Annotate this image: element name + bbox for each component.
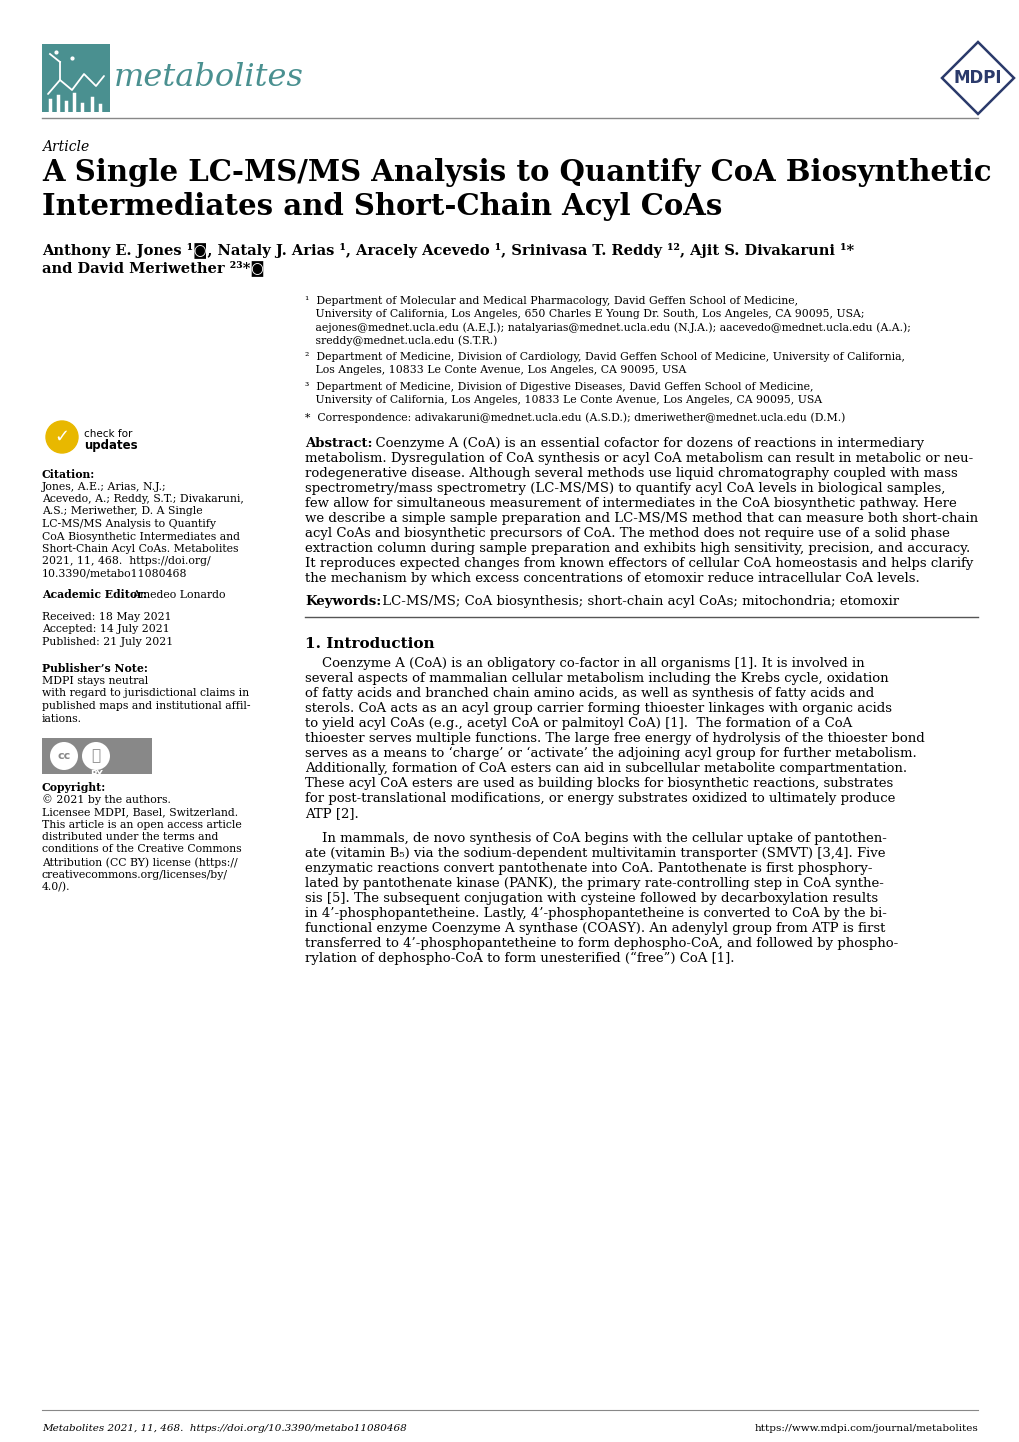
Text: Article: Article — [42, 140, 90, 154]
Text: of fatty acids and branched chain amino acids, as well as synthesis of fatty aci: of fatty acids and branched chain amino … — [305, 686, 873, 699]
Text: acyl CoAs and biosynthetic precursors of CoA. The method does not require use of: acyl CoAs and biosynthetic precursors of… — [305, 526, 949, 539]
Text: functional enzyme Coenzyme A synthase (COASY). An adenylyl group from ATP is fir: functional enzyme Coenzyme A synthase (C… — [305, 921, 884, 934]
Text: and David Meriwether ²³*◙: and David Meriwether ²³*◙ — [42, 260, 264, 275]
Text: sis [5]. The subsequent conjugation with cysteine followed by decarboxylation re: sis [5]. The subsequent conjugation with… — [305, 893, 877, 906]
Text: ATP [2].: ATP [2]. — [305, 808, 359, 820]
Text: Received: 18 May 2021: Received: 18 May 2021 — [42, 611, 171, 622]
Text: 10.3390/metabo11080468: 10.3390/metabo11080468 — [42, 570, 187, 580]
Text: distributed under the terms and: distributed under the terms and — [42, 832, 218, 842]
Text: Publisher’s Note:: Publisher’s Note: — [42, 663, 148, 675]
Text: ate (vitamin B₅) via the sodium-dependent multivitamin transporter (SMVT) [3,4].: ate (vitamin B₅) via the sodium-dependen… — [305, 846, 884, 859]
Text: *  Correspondence: adivakaruni@mednet.ucla.edu (A.S.D.); dmeriwether@mednet.ucla: * Correspondence: adivakaruni@mednet.ucl… — [305, 412, 845, 423]
Text: the mechanism by which excess concentrations of etomoxir reduce intracellular Co: the mechanism by which excess concentrat… — [305, 572, 919, 585]
Text: © 2021 by the authors.: © 2021 by the authors. — [42, 795, 171, 805]
Text: A Single LC-MS/MS Analysis to Quantify CoA Biosynthetic: A Single LC-MS/MS Analysis to Quantify C… — [42, 159, 990, 187]
Text: Coenzyme A (CoA) is an essential cofactor for dozens of reactions in intermediar: Coenzyme A (CoA) is an essential cofacto… — [367, 437, 923, 450]
Text: few allow for simultaneous measurement of intermediates in the CoA biosynthetic : few allow for simultaneous measurement o… — [305, 497, 956, 510]
Text: A.S.; Meriwether, D. A Single: A.S.; Meriwether, D. A Single — [42, 506, 203, 516]
Circle shape — [46, 421, 77, 453]
Text: Accepted: 14 July 2021: Accepted: 14 July 2021 — [42, 624, 169, 634]
Text: Anthony E. Jones ¹◙, Nataly J. Arias ¹, Aracely Acevedo ¹, Srinivasa T. Reddy ¹²: Anthony E. Jones ¹◙, Nataly J. Arias ¹, … — [42, 242, 853, 258]
Text: Amedeo Lonardo: Amedeo Lonardo — [131, 590, 225, 600]
Text: Los Angeles, 10833 Le Conte Avenue, Los Angeles, CA 90095, USA: Los Angeles, 10833 Le Conte Avenue, Los … — [305, 365, 686, 375]
Text: Keywords:: Keywords: — [305, 596, 381, 609]
Text: creativecommons.org/licenses/by/: creativecommons.org/licenses/by/ — [42, 870, 228, 880]
Text: thioester serves multiple functions. The large free energy of hydrolysis of the : thioester serves multiple functions. The… — [305, 733, 924, 746]
Text: University of California, Los Angeles, 650 Charles E Young Dr. South, Los Angele: University of California, Los Angeles, 6… — [305, 309, 864, 319]
Text: CoA Biosynthetic Intermediates and: CoA Biosynthetic Intermediates and — [42, 532, 239, 542]
Text: cc: cc — [57, 751, 70, 761]
Text: for post-translational modifications, or energy substrates oxidized to ultimatel: for post-translational modifications, or… — [305, 792, 895, 805]
Bar — [42, 738, 152, 774]
Text: BY: BY — [91, 770, 103, 779]
Text: Licensee MDPI, Basel, Switzerland.: Licensee MDPI, Basel, Switzerland. — [42, 808, 237, 818]
Text: iations.: iations. — [42, 714, 82, 724]
Text: https://www.mdpi.com/journal/metabolites: https://www.mdpi.com/journal/metabolites — [753, 1425, 977, 1433]
Bar — [42, 45, 110, 112]
Text: to yield acyl CoAs (e.g., acetyl CoA or palmitoyl CoA) [1].  The formation of a : to yield acyl CoAs (e.g., acetyl CoA or … — [305, 717, 852, 730]
Text: These acyl CoA esters are used as building blocks for biosynthetic reactions, su: These acyl CoA esters are used as buildi… — [305, 777, 893, 790]
Text: Jones, A.E.; Arias, N.J.;: Jones, A.E.; Arias, N.J.; — [42, 482, 166, 492]
Text: This article is an open access article: This article is an open access article — [42, 819, 242, 829]
Text: University of California, Los Angeles, 10833 Le Conte Avenue, Los Angeles, CA 90: University of California, Los Angeles, 1… — [305, 395, 821, 405]
Text: 2021, 11, 468.  https://doi.org/: 2021, 11, 468. https://doi.org/ — [42, 557, 210, 567]
Text: Metabolites 2021, 11, 468.  https://doi.org/10.3390/metabo11080468: Metabolites 2021, 11, 468. https://doi.o… — [42, 1425, 407, 1433]
Text: transferred to 4’-phosphopantetheine to form dephospho-CoA, and followed by phos: transferred to 4’-phosphopantetheine to … — [305, 937, 898, 950]
Text: ✓: ✓ — [54, 428, 69, 446]
Text: Short-Chain Acyl CoAs. Metabolites: Short-Chain Acyl CoAs. Metabolites — [42, 544, 238, 554]
Text: in 4’-phosphopantetheine. Lastly, 4’-phosphopantetheine is converted to CoA by t: in 4’-phosphopantetheine. Lastly, 4’-pho… — [305, 907, 886, 920]
Circle shape — [50, 743, 77, 770]
Text: check for: check for — [84, 430, 132, 438]
Circle shape — [82, 743, 110, 770]
Text: sreddy@mednet.ucla.edu (S.T.R.): sreddy@mednet.ucla.edu (S.T.R.) — [305, 335, 497, 346]
Text: ³  Department of Medicine, Division of Digestive Diseases, David Geffen School o: ³ Department of Medicine, Division of Di… — [305, 382, 813, 392]
Text: conditions of the Creative Commons: conditions of the Creative Commons — [42, 845, 242, 855]
Text: Published: 21 July 2021: Published: 21 July 2021 — [42, 637, 173, 647]
Text: updates: updates — [84, 438, 138, 451]
Text: spectrometry/mass spectrometry (LC-MS/MS) to quantify acyl CoA levels in biologi: spectrometry/mass spectrometry (LC-MS/MS… — [305, 482, 945, 495]
Text: It reproduces expected changes from known effectors of cellular CoA homeostasis : It reproduces expected changes from know… — [305, 557, 972, 570]
Text: Intermediates and Short-Chain Acyl CoAs: Intermediates and Short-Chain Acyl CoAs — [42, 192, 721, 221]
Text: LC-MS/MS; CoA biosynthesis; short-chain acyl CoAs; mitochondria; etomoxir: LC-MS/MS; CoA biosynthesis; short-chain … — [378, 596, 898, 609]
Text: 1. Introduction: 1. Introduction — [305, 637, 434, 650]
Text: LC-MS/MS Analysis to Quantify: LC-MS/MS Analysis to Quantify — [42, 519, 216, 529]
Text: Additionally, formation of CoA esters can aid in subcellular metabolite compartm: Additionally, formation of CoA esters ca… — [305, 761, 906, 774]
Text: metabolites: metabolites — [114, 62, 304, 94]
Text: we describe a simple sample preparation and LC-MS/MS method that can measure bot: we describe a simple sample preparation … — [305, 512, 977, 525]
Text: several aspects of mammalian cellular metabolism including the Krebs cycle, oxid: several aspects of mammalian cellular me… — [305, 672, 888, 685]
Text: ²  Department of Medicine, Division of Cardiology, David Geffen School of Medici: ² Department of Medicine, Division of Ca… — [305, 352, 904, 362]
Text: rylation of dephospho-CoA to form unesterified (“free”) CoA [1].: rylation of dephospho-CoA to form uneste… — [305, 952, 734, 965]
Text: metabolism. Dysregulation of CoA synthesis or acyl CoA metabolism can result in : metabolism. Dysregulation of CoA synthes… — [305, 451, 972, 464]
Text: MDPI stays neutral: MDPI stays neutral — [42, 676, 148, 686]
Text: enzymatic reactions convert pantothenate into CoA. Pantothenate is first phospho: enzymatic reactions convert pantothenate… — [305, 862, 871, 875]
Text: serves as a means to ‘charge’ or ‘activate’ the adjoining acyl group for further: serves as a means to ‘charge’ or ‘activa… — [305, 747, 916, 760]
Text: published maps and institutional affil-: published maps and institutional affil- — [42, 701, 251, 711]
Text: 4.0/).: 4.0/). — [42, 883, 70, 893]
Text: sterols. CoA acts as an acyl group carrier forming thioester linkages with organ: sterols. CoA acts as an acyl group carri… — [305, 702, 892, 715]
Text: aejones@mednet.ucla.edu (A.E.J.); natalyarias@mednet.ucla.edu (N.J.A.); aacevedo: aejones@mednet.ucla.edu (A.E.J.); nataly… — [305, 322, 910, 333]
Text: Copyright:: Copyright: — [42, 782, 106, 793]
Text: rodegenerative disease. Although several methods use liquid chromatography coupl: rodegenerative disease. Although several… — [305, 467, 957, 480]
Text: Abstract:: Abstract: — [305, 437, 372, 450]
Text: In mammals, de novo synthesis of CoA begins with the cellular uptake of pantothe: In mammals, de novo synthesis of CoA beg… — [305, 832, 886, 845]
Text: ⓑ: ⓑ — [92, 748, 101, 763]
Text: Citation:: Citation: — [42, 469, 95, 480]
Text: Acevedo, A.; Reddy, S.T.; Divakaruni,: Acevedo, A.; Reddy, S.T.; Divakaruni, — [42, 495, 244, 505]
Text: extraction column during sample preparation and exhibits high sensitivity, preci: extraction column during sample preparat… — [305, 542, 969, 555]
Text: Academic Editor:: Academic Editor: — [42, 590, 147, 600]
Text: lated by pantothenate kinase (PANK), the primary rate-controlling step in CoA sy: lated by pantothenate kinase (PANK), the… — [305, 877, 883, 890]
Text: Coenzyme A (CoA) is an obligatory co-factor in all organisms [1]. It is involved: Coenzyme A (CoA) is an obligatory co-fac… — [305, 658, 864, 671]
Text: MDPI: MDPI — [953, 69, 1002, 87]
Text: ¹  Department of Molecular and Medical Pharmacology, David Geffen School of Medi: ¹ Department of Molecular and Medical Ph… — [305, 296, 797, 306]
Text: Attribution (CC BY) license (https://: Attribution (CC BY) license (https:// — [42, 857, 237, 868]
Text: with regard to jurisdictional claims in: with regard to jurisdictional claims in — [42, 688, 249, 698]
